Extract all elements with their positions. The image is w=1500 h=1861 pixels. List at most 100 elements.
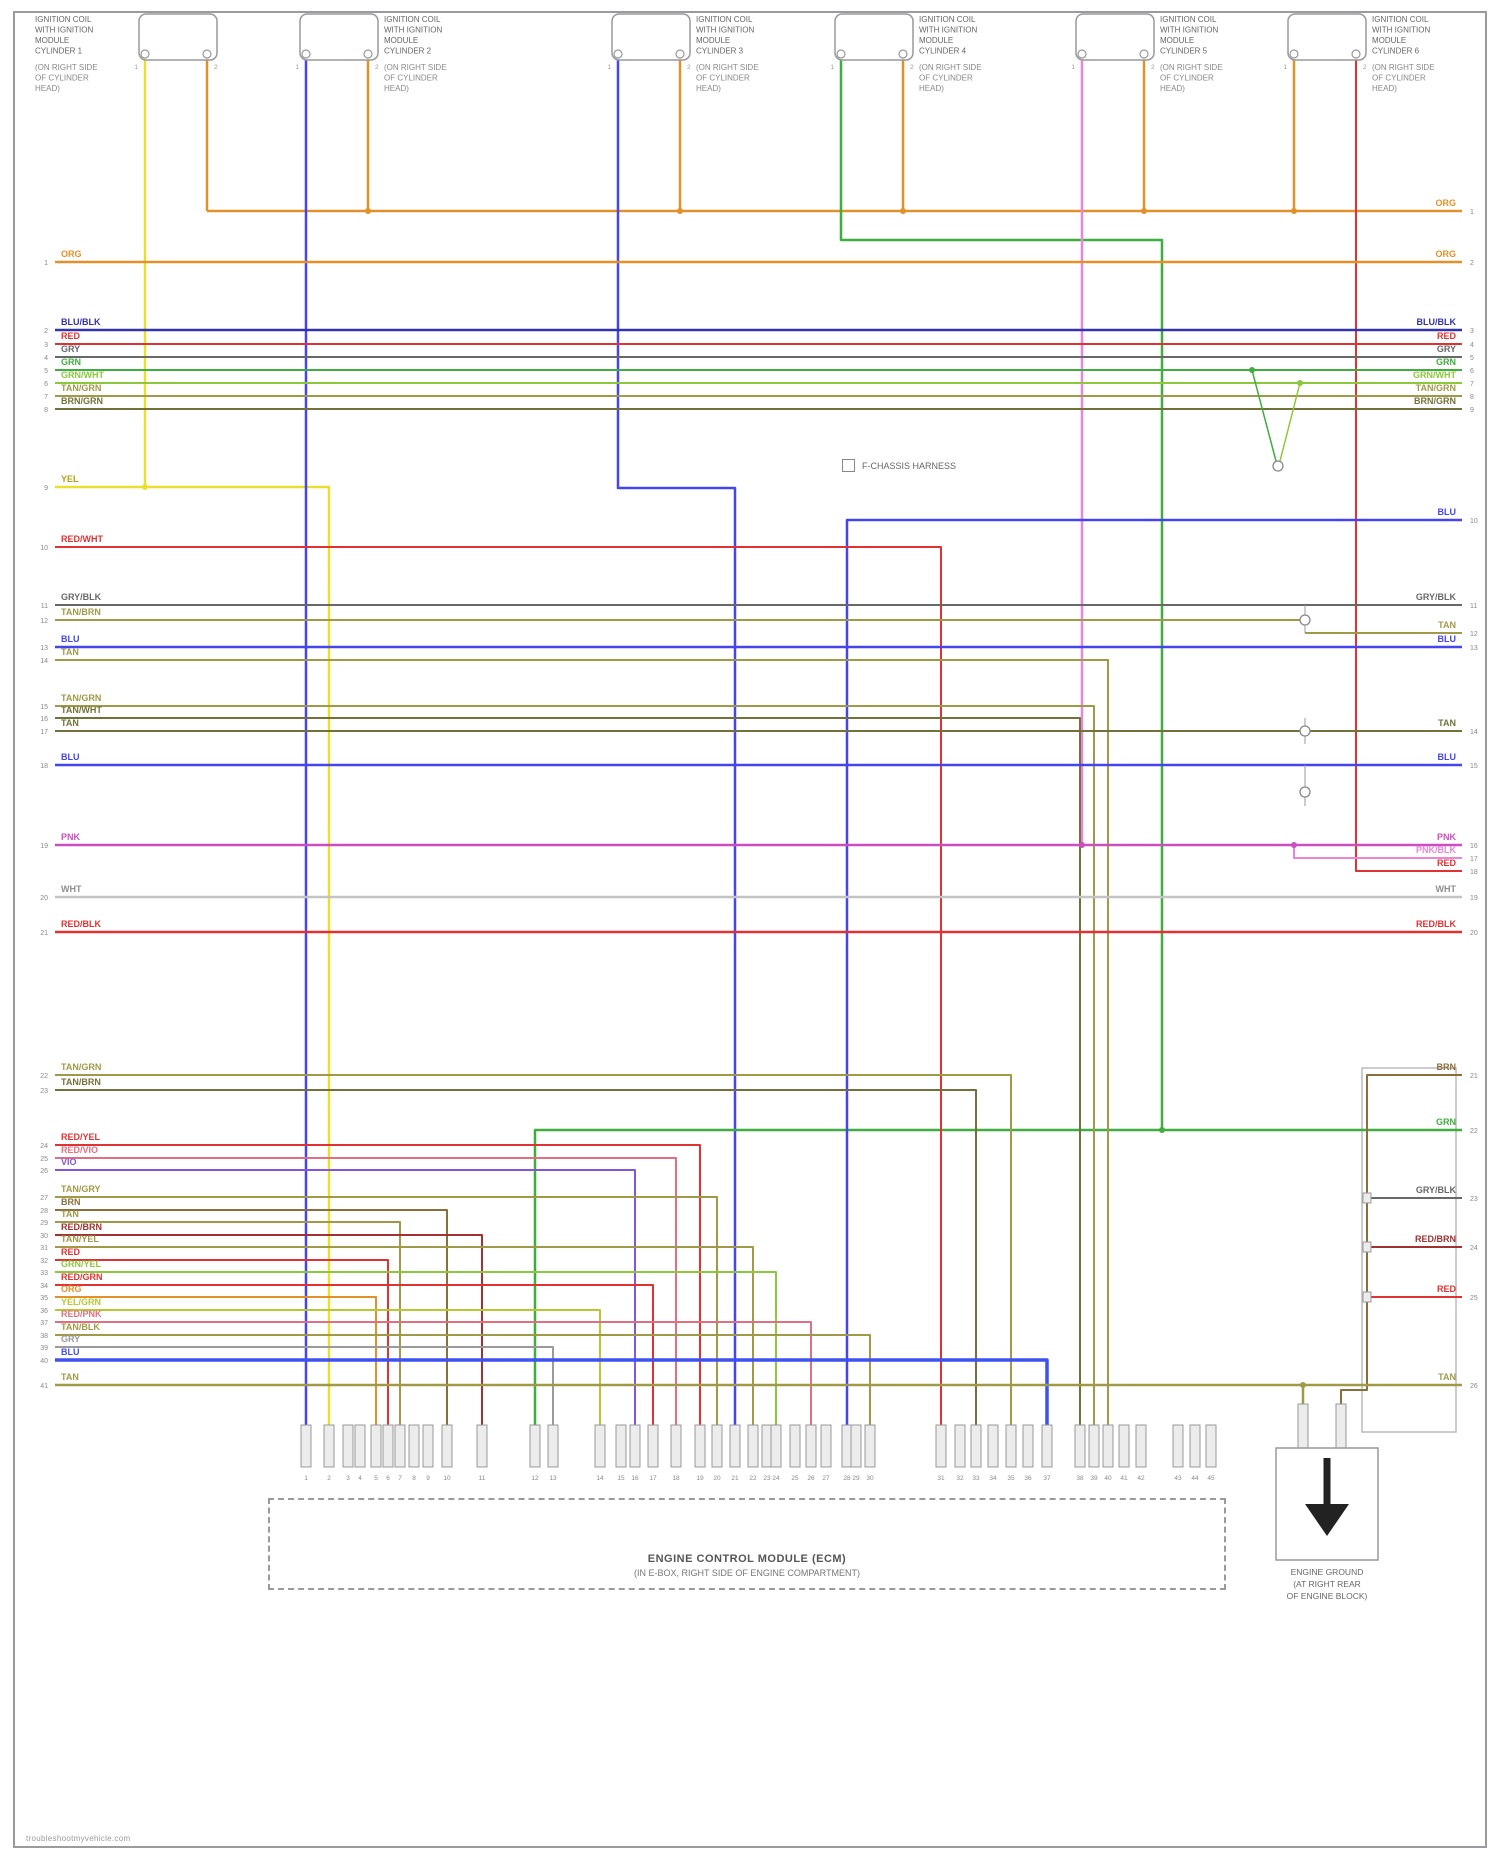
- wire-label-left: BLU: [61, 1347, 80, 1357]
- wire-label-left: VIO: [61, 1157, 77, 1167]
- ecm-pin-number: 31: [937, 1475, 945, 1482]
- wire-red-brn: [55, 1234, 483, 1425]
- pin-number-left: 9: [44, 485, 48, 492]
- wire-label-left: RED: [61, 331, 81, 341]
- coil-cylinder-6-name: CYLINDER 6: [1372, 47, 1420, 56]
- pin-number-left: 14: [40, 658, 48, 665]
- coil-cylinder-5-terminal-1: [1077, 49, 1087, 59]
- connector-pin: [1362, 1241, 1372, 1253]
- coil-cylinder-5-name: MODULE: [1160, 36, 1194, 45]
- pin-number-left: 3: [44, 342, 48, 349]
- wire-label-left: RED/BRN: [61, 1222, 102, 1232]
- wire-label-right: TAN/GRN: [1416, 383, 1456, 393]
- ecm-pin-number: 12: [531, 1475, 539, 1482]
- ecm-pin-number: 43: [1174, 1475, 1182, 1482]
- harness-note-text: F-CHASSIS HARNESS: [862, 460, 957, 471]
- pin-number-right: 21: [1470, 1073, 1478, 1080]
- ecm-pin-number: 10: [443, 1475, 451, 1482]
- pin-number-right: 4: [1470, 342, 1474, 349]
- wire-label-left: GRY: [61, 1334, 80, 1344]
- ecm-pin: [382, 1424, 394, 1468]
- ground-symbol-stem: [1323, 1458, 1331, 1504]
- coil-cylinder-3-terminal-2-number: 2: [687, 64, 691, 71]
- pin-number-left: 20: [40, 895, 48, 902]
- wire-yel-grn: [55, 1309, 601, 1425]
- pin-number-left: 5: [44, 368, 48, 375]
- ground-label-line1: ENGINE GROUND: [1290, 1567, 1364, 1577]
- ecm-pin-number: 41: [1120, 1475, 1128, 1482]
- ecm-pin-number: 6: [386, 1475, 390, 1482]
- pin-number-left: 11: [41, 603, 48, 610]
- pin-number-left: 8: [44, 407, 48, 414]
- wire-label-right: GRN: [1436, 357, 1456, 367]
- junction-dot: [900, 208, 906, 214]
- ecm-pin-number: 1: [304, 1475, 308, 1482]
- coil-cylinder-5-location: (ON RIGHT SIDE: [1160, 63, 1223, 72]
- ecm-pin: [970, 1424, 982, 1468]
- ecm-pin-number: 35: [1007, 1475, 1015, 1482]
- wire-brn-1210: [55, 1209, 448, 1425]
- coil-cylinder-2-name: MODULE: [384, 36, 418, 45]
- wire-label-left: RED/GRN: [61, 1272, 103, 1282]
- ecm-pin: [1088, 1424, 1100, 1468]
- ecm-pin: [987, 1424, 999, 1468]
- wire-label-right: TAN: [1438, 620, 1456, 630]
- coil-cylinder-6-name: MODULE: [1372, 36, 1406, 45]
- wire-grn-yel: [55, 1271, 777, 1425]
- ecm-pin: [408, 1424, 420, 1468]
- pin-number-left: 1: [44, 260, 48, 267]
- wire-label-right: GRY/BLK: [1416, 1185, 1457, 1195]
- wire-label-left: ORG: [61, 249, 82, 259]
- coil4-terminal-wire-grn: [533, 58, 1164, 1425]
- pin-number-left: 41: [40, 1383, 48, 1390]
- coil-cylinder-6-terminal-1-number: 1: [1283, 64, 1287, 71]
- ecm-pin-number: 2: [327, 1475, 331, 1482]
- coil-cylinder-3-box: [611, 13, 691, 61]
- splice-branch: [1279, 382, 1301, 462]
- ecm-pin-number: 15: [617, 1475, 625, 1482]
- pin-number-left: 18: [40, 763, 48, 770]
- ground-label-line2: (AT RIGHT REAR: [1293, 1579, 1361, 1589]
- ecm-pin-number: 32: [956, 1475, 964, 1482]
- coil-cylinder-5-terminal-1-number: 1: [1071, 64, 1075, 71]
- junction-dot: [1159, 1127, 1165, 1133]
- coil-cylinder-2-terminal-1: [301, 49, 311, 59]
- ecm-pin-number: 3: [346, 1475, 350, 1482]
- wire-label-left: TAN/GRY: [61, 1184, 101, 1194]
- pin-number-right: 13: [1470, 645, 1478, 652]
- wire-label-right: RED: [1437, 858, 1457, 868]
- coil-cylinder-3-location: OF CYLINDER: [696, 74, 750, 83]
- pin-number-left: 16: [40, 716, 48, 723]
- pin-number-left: 35: [40, 1295, 48, 1302]
- pin-number-left: 23: [40, 1088, 48, 1095]
- ecm-pin-number: 27: [822, 1475, 830, 1482]
- coil-cylinder-5-name: IGNITION COIL: [1160, 15, 1217, 24]
- wire-label-right: BRN: [1437, 1062, 1457, 1072]
- wire-red-grn: [55, 1284, 654, 1425]
- coil3-terminal-wire-blu: [616, 58, 737, 1425]
- ecm-pin-number: 33: [972, 1475, 980, 1482]
- wire-blu-1360: [55, 1358, 1049, 1425]
- ecm-pin: [1135, 1424, 1147, 1468]
- junction-dot: [1300, 1382, 1306, 1388]
- pin-number-left: 39: [40, 1345, 48, 1352]
- ecm-pin: [629, 1424, 641, 1468]
- coil-cylinder-4-box: [834, 13, 914, 61]
- wire-tan-1222: [55, 1221, 401, 1425]
- connector-pin: [1362, 1291, 1372, 1303]
- coil-cylinder-1-terminal-1-number: 1: [134, 64, 138, 71]
- ecm-pin: [820, 1424, 832, 1468]
- pin-number-left: 21: [40, 930, 48, 937]
- ecm-pin-number: 19: [696, 1475, 704, 1482]
- coil-cylinder-5-location: HEAD): [1160, 84, 1185, 93]
- ground-pin: [1335, 1403, 1347, 1449]
- coil-cylinder-1-location: OF CYLINDER: [35, 74, 89, 83]
- pin-number-left: 33: [40, 1270, 48, 1277]
- coil-cylinder-1-terminal-1: [140, 49, 150, 59]
- ecm-pin-number: 24: [772, 1475, 780, 1482]
- wire-label-left: WHT: [61, 884, 82, 894]
- coil-cylinder-5-box: [1075, 13, 1155, 61]
- pin-number-left: 27: [40, 1195, 48, 1202]
- harness-note: F-CHASSIS HARNESS: [842, 459, 956, 472]
- ecm-pin-number: 22: [749, 1475, 757, 1482]
